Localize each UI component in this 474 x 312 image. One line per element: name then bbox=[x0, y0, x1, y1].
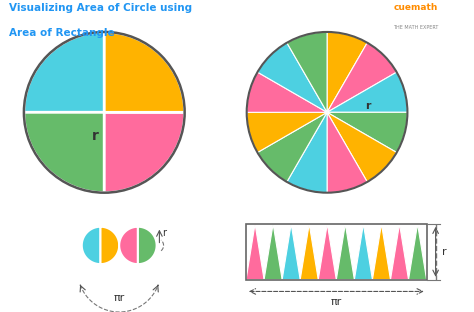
Text: Visualizing Area of Circle using: Visualizing Area of Circle using bbox=[9, 3, 192, 13]
Polygon shape bbox=[246, 112, 327, 153]
Polygon shape bbox=[24, 32, 104, 112]
Polygon shape bbox=[318, 224, 337, 280]
Text: r: r bbox=[442, 247, 447, 257]
Polygon shape bbox=[264, 224, 282, 280]
Polygon shape bbox=[82, 227, 100, 264]
Polygon shape bbox=[119, 227, 138, 264]
Polygon shape bbox=[327, 112, 367, 193]
Polygon shape bbox=[327, 72, 408, 112]
Text: Area of Rectangle: Area of Rectangle bbox=[9, 28, 115, 38]
Polygon shape bbox=[409, 224, 427, 280]
Polygon shape bbox=[246, 72, 327, 112]
Polygon shape bbox=[138, 227, 156, 264]
Polygon shape bbox=[337, 224, 355, 280]
Polygon shape bbox=[391, 224, 409, 280]
Bar bbox=[246, 224, 427, 280]
Polygon shape bbox=[104, 32, 185, 112]
Polygon shape bbox=[355, 224, 373, 280]
Polygon shape bbox=[246, 224, 264, 280]
Polygon shape bbox=[300, 224, 318, 280]
Text: cuemath: cuemath bbox=[393, 3, 438, 12]
Text: πr: πr bbox=[331, 297, 342, 307]
Polygon shape bbox=[327, 32, 367, 112]
Polygon shape bbox=[104, 112, 185, 193]
Polygon shape bbox=[327, 112, 397, 182]
Polygon shape bbox=[24, 112, 104, 193]
Polygon shape bbox=[257, 43, 327, 112]
Polygon shape bbox=[100, 227, 119, 264]
Text: r: r bbox=[92, 129, 99, 143]
Text: r: r bbox=[162, 228, 166, 238]
Text: THE MATH EXPERT: THE MATH EXPERT bbox=[393, 25, 439, 30]
Text: r: r bbox=[365, 101, 371, 111]
Polygon shape bbox=[257, 112, 327, 182]
Text: πr: πr bbox=[114, 293, 125, 303]
Polygon shape bbox=[327, 43, 397, 112]
Polygon shape bbox=[327, 112, 408, 153]
Polygon shape bbox=[282, 224, 300, 280]
Polygon shape bbox=[287, 112, 327, 193]
Polygon shape bbox=[287, 32, 327, 112]
Polygon shape bbox=[373, 224, 391, 280]
